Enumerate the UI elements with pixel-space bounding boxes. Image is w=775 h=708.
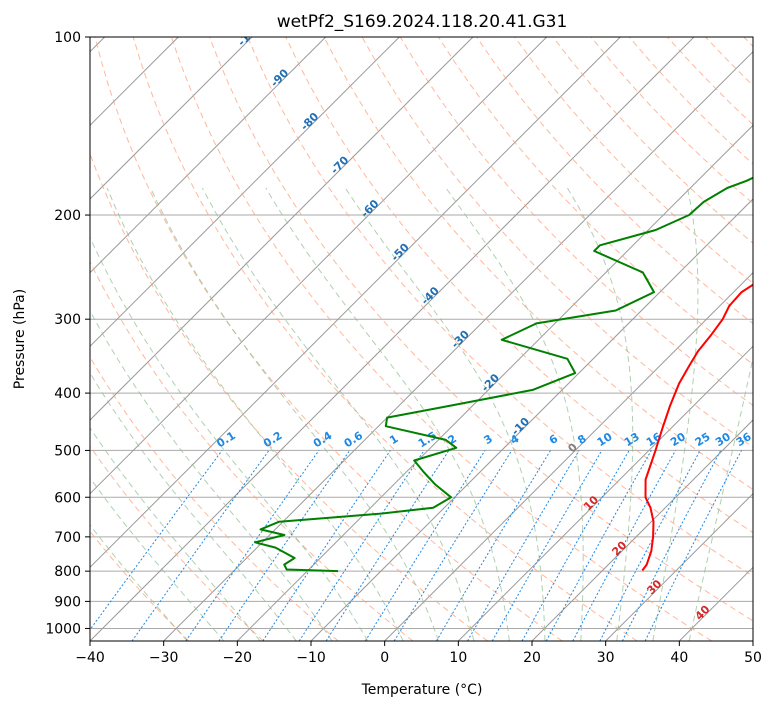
moist-adiabat-line <box>90 426 261 641</box>
dry-adiabat-line <box>170 37 712 641</box>
mixing-ratio-line <box>621 450 722 641</box>
x-axis-label: Temperature (°C) <box>361 682 483 698</box>
mixing-ratio-line <box>644 450 742 641</box>
x-tick-label: −40 <box>75 650 105 666</box>
mixing-ratio-line <box>572 450 676 641</box>
dry-adiabat-line <box>209 37 753 622</box>
isotherm-line <box>605 492 753 641</box>
profile-lines <box>254 176 753 573</box>
dry-adiabat-line <box>323 37 753 491</box>
background-lines <box>90 37 753 641</box>
dry-adiabat-line <box>90 260 414 641</box>
y-tick-label: 700 <box>54 530 81 546</box>
mixing-ratio-line <box>491 450 603 641</box>
isotherm-line <box>90 37 253 200</box>
mixing-ratio-line <box>545 450 652 641</box>
isotherm-line <box>236 124 753 641</box>
moist-adiabat-line <box>150 187 439 641</box>
y-axis: 100 200 300 400 500 600 700 800 900 1000 <box>45 30 90 637</box>
isotherm-line <box>90 37 474 421</box>
mixing-ratio-line <box>90 450 223 631</box>
dry-adiabat-line <box>247 37 753 577</box>
isotherm-line <box>90 37 621 569</box>
isotherm-line <box>90 37 400 348</box>
moist-adiabat-line <box>344 187 546 641</box>
mixing-ratio-line <box>364 450 486 641</box>
x-tick-label: −10 <box>296 650 326 666</box>
y-axis-label: Pressure (hPa) <box>12 289 28 389</box>
moist-adiabat-line <box>106 187 404 641</box>
moist-adiabat-line <box>688 355 753 641</box>
mixing-ratio-line <box>218 450 351 641</box>
isotherm-label: -100 <box>235 20 264 49</box>
temperature-profile-line <box>641 283 753 572</box>
mixing-ratio-line <box>298 450 425 641</box>
x-tick-label: 40 <box>670 650 688 666</box>
y-tick-label: 100 <box>54 30 81 46</box>
dry-adiabat-line <box>476 37 753 325</box>
mixing-ratio-line <box>131 450 270 641</box>
dry-adiabat-line <box>90 445 264 641</box>
x-tick-label: 50 <box>744 650 762 666</box>
moist-adiabat-line <box>566 187 634 641</box>
mixing-ratio-line <box>521 450 630 641</box>
y-tick-label: 800 <box>54 564 81 580</box>
isotherm-line <box>531 419 753 641</box>
isotherm-line <box>90 37 327 274</box>
mixing-ratio-line <box>325 450 450 641</box>
y-tick-label: 400 <box>54 386 81 402</box>
isotherm-line <box>90 37 548 495</box>
x-tick-label: 10 <box>449 650 467 666</box>
chart-title: wetPf2_S169.2024.118.20.41.G31 <box>277 12 568 32</box>
mixing-ratio-label: 36 <box>734 430 754 449</box>
moist-adiabat-line <box>652 187 699 641</box>
y-tick-label: 200 <box>54 208 81 224</box>
y-tick-label: 600 <box>54 490 81 506</box>
dry-adiabat-line <box>285 37 753 534</box>
dry-adiabat-line <box>94 37 563 641</box>
x-tick-label: −20 <box>223 650 253 666</box>
dry-adiabat-line <box>132 37 638 641</box>
moist-adiabat-line <box>265 187 510 641</box>
dry-adiabat-line <box>514 37 753 284</box>
y-tick-label: 500 <box>54 443 81 459</box>
moist-adiabat-line <box>90 477 225 641</box>
isotherm-line <box>384 271 753 641</box>
isotherm-line <box>457 345 753 641</box>
y-tick-label: 300 <box>54 312 81 328</box>
isotherm-line <box>90 37 695 641</box>
y-tick-label: 900 <box>54 594 81 610</box>
dry-adiabat-line <box>90 356 339 641</box>
dewpoint-profile-line <box>254 176 753 573</box>
x-tick-label: 30 <box>597 650 615 666</box>
mixing-ratio-line <box>393 450 513 641</box>
moist-adiabat-line <box>201 187 475 641</box>
moist-adiabat-line <box>90 372 297 641</box>
x-tick-label: 20 <box>523 650 541 666</box>
mixing-ratio-line <box>262 450 391 641</box>
y-tick-label: 1000 <box>45 621 81 637</box>
x-tick-label: 0 <box>380 650 389 666</box>
x-tick-label: −30 <box>149 650 179 666</box>
mixing-ratio-line <box>185 450 320 641</box>
moist-adiabat-line <box>90 524 188 641</box>
plot-frame <box>89 36 754 642</box>
x-axis: −40 −30 −20 −10 0 10 20 30 40 50 <box>75 641 762 666</box>
moist-adiabat-line <box>90 236 369 641</box>
